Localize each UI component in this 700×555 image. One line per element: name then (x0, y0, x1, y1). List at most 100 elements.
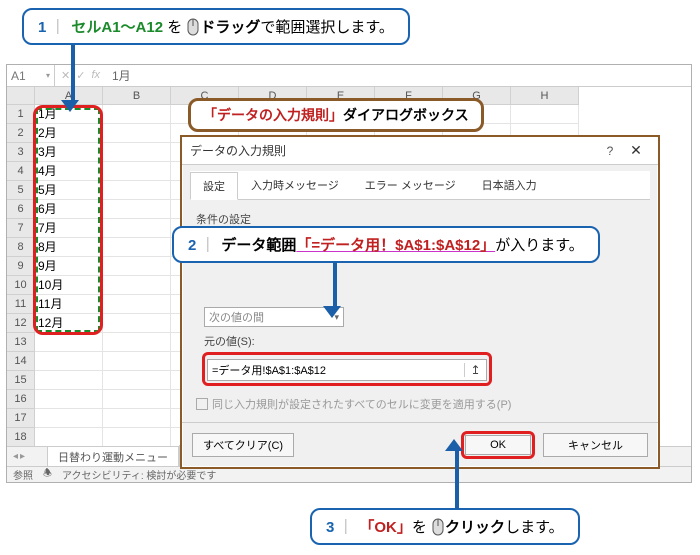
cell[interactable] (103, 428, 171, 446)
dialog-label-callout: 「データの入力規則」ダイアログボックス (188, 98, 484, 132)
callout-2: 2｜データ範囲「=データ用！$A$1:$A$12」が入ります。 (172, 226, 600, 263)
formula-bar: A1▾ ✕✓fx 1月 (7, 65, 691, 87)
cell[interactable]: 6月 (35, 200, 103, 219)
cell[interactable]: 8月 (35, 238, 103, 257)
source-label: 元の値(S): (204, 333, 644, 349)
cell[interactable] (35, 333, 103, 352)
tab-nav[interactable]: ◂▸ (13, 451, 25, 462)
cell[interactable] (35, 390, 103, 409)
cell[interactable]: 5月 (35, 181, 103, 200)
col-header[interactable]: H (511, 87, 579, 105)
cell[interactable]: 9月 (35, 257, 103, 276)
callout-2-num: 2 (188, 237, 196, 254)
apply-all-checkbox[interactable]: 同じ入力規則が設定されたすべてのセルに変更を適用する(P) (196, 396, 644, 412)
cell[interactable] (35, 371, 103, 390)
source-input[interactable] (208, 364, 464, 376)
cell[interactable] (103, 257, 171, 276)
row-header[interactable]: 18 (7, 428, 35, 446)
row-header[interactable]: 14 (7, 352, 35, 371)
callout-2-highlight: 「=データ用！$A$1:$A$12」 (296, 237, 495, 254)
cell[interactable] (103, 409, 171, 428)
cell[interactable] (103, 200, 171, 219)
formula-value: 1月 (106, 67, 137, 84)
row-header[interactable]: 6 (7, 200, 35, 219)
row-header[interactable]: 4 (7, 162, 35, 181)
cell[interactable] (103, 105, 171, 124)
cell[interactable] (103, 162, 171, 181)
cell[interactable]: 10月 (35, 276, 103, 295)
cell[interactable] (103, 390, 171, 409)
cancel-button[interactable]: キャンセル (543, 433, 648, 457)
clear-all-button[interactable]: すべてクリア(C) (192, 433, 294, 457)
cell[interactable]: 11月 (35, 295, 103, 314)
cell[interactable] (103, 333, 171, 352)
dialog-titlebar: データの入力規則 ? ✕ (182, 137, 658, 165)
dialog-tabs: 設定 入力時メッセージ エラー メッセージ 日本語入力 (190, 171, 650, 200)
cell[interactable]: 3月 (35, 143, 103, 162)
row-header[interactable]: 11 (7, 295, 35, 314)
row-header[interactable]: 12 (7, 314, 35, 333)
name-box[interactable]: A1▾ (7, 65, 55, 86)
cell[interactable] (35, 428, 103, 446)
cell[interactable] (103, 371, 171, 390)
row-header[interactable]: 16 (7, 390, 35, 409)
tab-menu[interactable]: 日替わり運動メニュー (47, 446, 179, 467)
callout-1-range: セルA1～A12 (71, 19, 163, 36)
cell[interactable] (103, 238, 171, 257)
row-header[interactable]: 1 (7, 105, 35, 124)
callout-3-num: 3 (326, 519, 334, 536)
col-header[interactable]: B (103, 87, 171, 105)
row-header[interactable]: 17 (7, 409, 35, 428)
arrow-3 (452, 439, 462, 509)
ok-highlight: OK (461, 431, 535, 459)
row-header[interactable]: 7 (7, 219, 35, 238)
source-highlight: ↥ (202, 352, 492, 386)
cell[interactable] (103, 124, 171, 143)
cell[interactable] (103, 314, 171, 333)
row-header[interactable]: 2 (7, 124, 35, 143)
cell[interactable]: 12月 (35, 314, 103, 333)
checkbox-icon (196, 398, 208, 410)
row-header[interactable]: 15 (7, 371, 35, 390)
cell[interactable]: 4月 (35, 162, 103, 181)
tab-settings[interactable]: 設定 (190, 172, 238, 200)
tab-ime[interactable]: 日本語入力 (469, 171, 550, 199)
ok-button[interactable]: OK (465, 435, 531, 455)
arrow-1 (68, 42, 78, 112)
select-all-corner[interactable] (7, 87, 35, 105)
row-header[interactable]: 9 (7, 257, 35, 276)
row-header[interactable]: 8 (7, 238, 35, 257)
callout-1: 1｜セルA1～A12 を ドラッグで範囲選択します。 (22, 8, 410, 45)
range-picker-icon[interactable]: ↥ (464, 363, 486, 377)
tab-error-msg[interactable]: エラー メッセージ (352, 171, 469, 199)
dialog-footer: すべてクリア(C) OK キャンセル (182, 422, 658, 467)
cell[interactable]: 2月 (35, 124, 103, 143)
close-icon[interactable]: ✕ (622, 142, 650, 159)
help-icon[interactable]: ? (598, 144, 622, 158)
tab-input-msg[interactable]: 入力時メッセージ (238, 171, 352, 199)
cell[interactable] (511, 105, 579, 124)
callout-3: 3｜「OK」を クリックします。 (310, 508, 580, 545)
cell[interactable] (35, 409, 103, 428)
cell[interactable] (103, 181, 171, 200)
data-validation-dialog: データの入力規則 ? ✕ 設定 入力時メッセージ エラー メッセージ 日本語入力… (180, 135, 660, 469)
cell[interactable] (103, 143, 171, 162)
cell[interactable] (103, 352, 171, 371)
row-header[interactable]: 3 (7, 143, 35, 162)
accessibility-icon: 🕭 (43, 466, 52, 483)
formula-bar-icons: ✕✓fx (55, 69, 106, 82)
cell[interactable]: 7月 (35, 219, 103, 238)
cell[interactable] (103, 276, 171, 295)
chevron-down-icon: ▾ (46, 71, 50, 80)
arrow-2 (330, 260, 340, 318)
cell[interactable] (103, 219, 171, 238)
row-header[interactable]: 5 (7, 181, 35, 200)
cell[interactable] (35, 352, 103, 371)
condition-label: 条件の設定 (196, 211, 644, 227)
mouse-icon (431, 518, 445, 536)
cell[interactable] (103, 295, 171, 314)
dialog-title: データの入力規則 (190, 142, 598, 159)
row-header[interactable]: 13 (7, 333, 35, 352)
row-header[interactable]: 10 (7, 276, 35, 295)
source-input-row: ↥ (207, 359, 487, 381)
